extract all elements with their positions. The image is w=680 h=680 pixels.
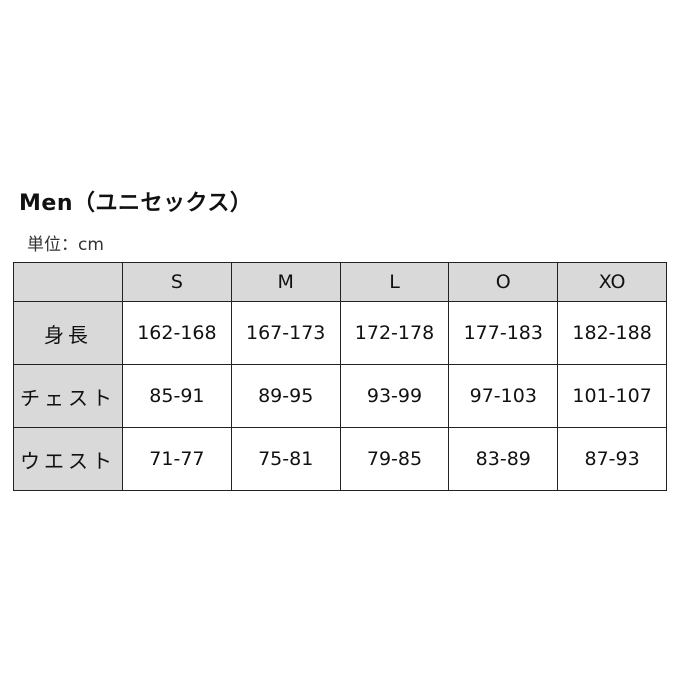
cell: 83-89 xyxy=(448,427,559,491)
cell: 87-93 xyxy=(557,427,667,491)
table-row: ウエスト 71-77 75-81 79-85 83-89 87-93 xyxy=(13,427,667,491)
row-label: 身長 xyxy=(13,301,123,365)
header-size-s: S xyxy=(122,262,232,302)
cell: 93-99 xyxy=(339,364,450,428)
header-size-o: O xyxy=(448,262,559,302)
cell: 167-173 xyxy=(230,301,341,365)
cell: 85-91 xyxy=(122,364,232,428)
cell: 97-103 xyxy=(448,364,559,428)
header-row: S M L O XO xyxy=(13,262,667,302)
row-label: チェスト xyxy=(13,364,123,428)
unit-label: 単位：cm xyxy=(27,235,104,255)
cell: 101-107 xyxy=(557,364,667,428)
cell: 172-178 xyxy=(339,301,450,365)
cell: 75-81 xyxy=(230,427,341,491)
header-size-l: L xyxy=(339,262,450,302)
header-corner xyxy=(13,262,123,302)
header-size-m: M xyxy=(230,262,341,302)
cell: 162-168 xyxy=(122,301,232,365)
row-label: ウエスト xyxy=(13,427,123,491)
cell: 177-183 xyxy=(448,301,559,365)
size-chart-table: S M L O XO 身長 162-168 167-173 172-178 17… xyxy=(13,262,667,491)
table-row: 身長 162-168 167-173 172-178 177-183 182-1… xyxy=(13,301,667,365)
cell: 182-188 xyxy=(557,301,667,365)
header-size-xo: XO xyxy=(557,262,667,302)
cell: 89-95 xyxy=(230,364,341,428)
page-title: Men（ユニセックス） xyxy=(19,191,253,216)
cell: 71-77 xyxy=(122,427,232,491)
cell: 79-85 xyxy=(339,427,450,491)
table-row: チェスト 85-91 89-95 93-99 97-103 101-107 xyxy=(13,364,667,428)
